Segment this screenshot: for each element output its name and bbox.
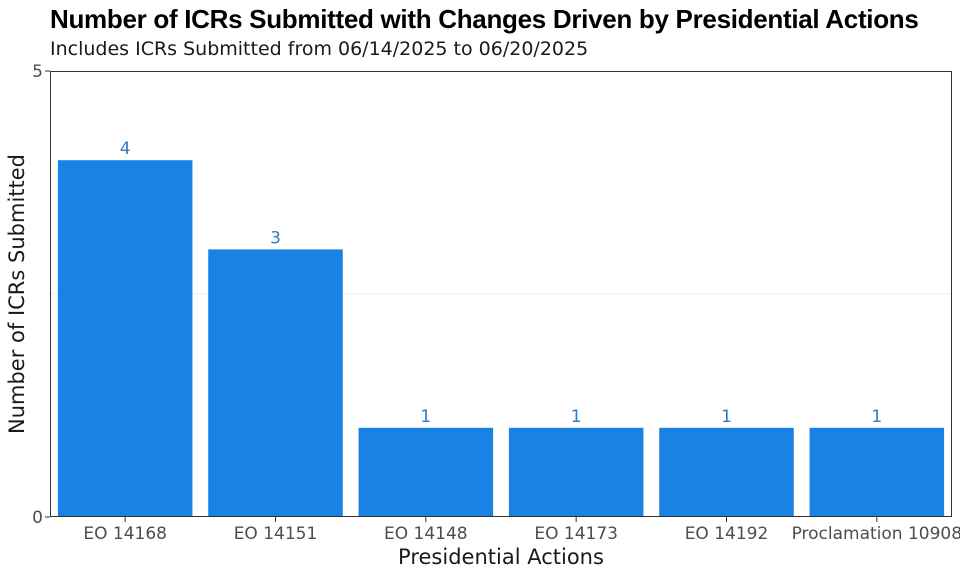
bar bbox=[57, 160, 193, 517]
x-axis-ticks: EO 14168 EO 14151 EO 14148 EO 14173 EO 14192… bbox=[83, 517, 960, 544]
x-axis-title: Presidential Actions bbox=[398, 545, 604, 569]
x-tick-label: Proclamation 10908 bbox=[792, 524, 960, 544]
x-tick-label: EO 14148 bbox=[384, 524, 468, 544]
y-tick-label: 0 bbox=[32, 508, 43, 528]
chart-subtitle: Includes ICRs Submitted from 06/14/2025 … bbox=[50, 38, 589, 60]
plot-border bbox=[50, 71, 952, 517]
data-labels: 4 3 1 1 1 1 bbox=[120, 139, 882, 427]
y-axis-title: Number of ICRs Submitted bbox=[5, 154, 29, 434]
bar bbox=[508, 427, 644, 517]
x-tick-label: EO 14192 bbox=[685, 524, 769, 544]
data-label: 1 bbox=[571, 407, 582, 427]
x-tick-label: EO 14151 bbox=[234, 524, 318, 544]
bar bbox=[659, 427, 794, 517]
bar bbox=[809, 427, 945, 517]
data-label: 1 bbox=[420, 407, 431, 427]
x-tick-label: EO 14173 bbox=[534, 524, 618, 544]
data-label: 3 bbox=[270, 228, 281, 248]
bars bbox=[57, 160, 945, 517]
x-tick-label: EO 14168 bbox=[83, 524, 167, 544]
y-axis-ticks: 05 bbox=[32, 62, 50, 528]
bar bbox=[358, 427, 494, 517]
y-tick-label: 5 bbox=[32, 62, 43, 82]
bar bbox=[208, 249, 343, 517]
data-label: 1 bbox=[871, 407, 882, 427]
chart-title: Number of ICRs Submitted with Changes Dr… bbox=[50, 4, 919, 34]
data-label: 1 bbox=[721, 407, 732, 427]
data-label: 4 bbox=[120, 139, 131, 159]
